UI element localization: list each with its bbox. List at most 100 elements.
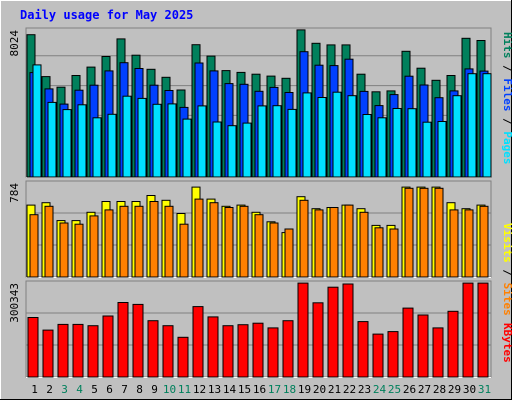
- bar-sites-day-29: [449, 209, 459, 278]
- legend-item-sites: Sites: [501, 283, 512, 316]
- bar-sites-day-19: [299, 199, 309, 278]
- x-tick-label-day-15: 15: [238, 383, 251, 396]
- bar-pages-day-9: [152, 103, 162, 178]
- bar-pages-day-10: [167, 103, 177, 178]
- x-tick-label-day-10: 10: [163, 383, 176, 396]
- bar-sites-day-18: [284, 228, 294, 278]
- bar-kbytes-day-27: [417, 314, 429, 378]
- bar-sites-day-14: [224, 207, 234, 278]
- bar-sites-day-13: [209, 202, 219, 278]
- bars: [26, 29, 492, 378]
- bar-pages-day-30: [467, 73, 477, 178]
- bar-sites-day-20: [314, 209, 324, 278]
- bar-kbytes-day-12: [192, 306, 204, 378]
- bar-pages-day-6: [107, 113, 117, 178]
- x-tick-label-day-27: 27: [418, 383, 431, 396]
- bar-sites-day-4: [74, 223, 84, 278]
- bar-pages-day-27: [422, 121, 432, 178]
- bar-sites-day-9: [149, 201, 159, 278]
- bar-kbytes-day-24: [372, 333, 384, 378]
- bar-kbytes-day-9: [147, 320, 159, 378]
- bar-sites-day-11: [179, 223, 189, 278]
- x-tick-label-day-2: 2: [46, 383, 53, 396]
- bar-kbytes-day-16: [252, 322, 264, 378]
- bar-kbytes-day-19: [297, 282, 309, 378]
- bar-kbytes-day-22: [342, 283, 354, 378]
- bar-pages-day-17: [272, 105, 282, 178]
- bar-sites-day-17: [269, 222, 279, 278]
- bar-sites-day-12: [194, 198, 204, 278]
- bar-pages-day-23: [362, 114, 372, 178]
- legend-item-hits: Hits: [501, 32, 512, 59]
- bar-kbytes-day-23: [357, 321, 369, 378]
- x-tick-label-day-26: 26: [403, 383, 416, 396]
- bar-sites-day-23: [359, 211, 369, 278]
- x-tick-label-day-30: 30: [463, 383, 476, 396]
- bar-kbytes-day-14: [222, 325, 234, 378]
- bar-kbytes-day-2: [42, 329, 54, 378]
- x-tick-label-day-29: 29: [448, 383, 461, 396]
- bar-sites-day-22: [344, 204, 354, 278]
- bar-sites-day-10: [164, 205, 174, 278]
- bar-kbytes-day-25: [387, 331, 399, 378]
- bar-pages-day-24: [377, 117, 387, 178]
- x-tick-label-day-12: 12: [193, 383, 206, 396]
- bar-kbytes-day-11: [177, 336, 189, 378]
- x-tick-label-day-23: 23: [358, 383, 371, 396]
- y-tick-label-hits-files-pages: 8024: [8, 30, 21, 57]
- bar-kbytes-day-17: [267, 327, 279, 378]
- x-tick-label-day-20: 20: [313, 383, 326, 396]
- x-tick-label-day-24: 24: [373, 383, 387, 396]
- y-tick-labels: 8024 784 300343: [8, 30, 21, 323]
- legend-item-files: Files: [501, 78, 512, 111]
- bar-sites-day-24: [374, 227, 384, 278]
- bar-pages-day-18: [287, 108, 297, 178]
- bar-sites-day-31: [479, 205, 489, 278]
- bar-sites-day-28: [434, 187, 444, 278]
- legends: Hits / Files / Pages Visits / Sites KBytes: [501, 32, 512, 363]
- bar-sites-day-1: [29, 214, 39, 278]
- bar-pages-day-15: [242, 122, 252, 178]
- bar-sites-day-8: [134, 205, 144, 278]
- bar-pages-day-7: [122, 95, 132, 178]
- bar-pages-day-1: [32, 64, 42, 178]
- x-tick-label-day-8: 8: [136, 383, 143, 396]
- bar-pages-day-5: [92, 117, 102, 178]
- legend-item-kbytes: KBytes: [501, 323, 512, 363]
- bar-pages-day-12: [197, 105, 207, 178]
- bar-kbytes-day-15: [237, 324, 249, 378]
- x-tick-label-day-5: 5: [91, 383, 98, 396]
- legend-separator: /: [501, 263, 512, 283]
- bar-kbytes-day-21: [327, 286, 339, 378]
- bar-sites-day-25: [389, 228, 399, 278]
- bar-pages-day-25: [392, 108, 402, 178]
- bar-kbytes-day-20: [312, 302, 324, 378]
- bar-sites-day-6: [104, 209, 114, 278]
- bar-pages-day-8: [137, 97, 147, 178]
- x-tick-label-day-7: 7: [121, 383, 128, 396]
- bar-pages-day-13: [212, 121, 222, 178]
- chart-title: Daily usage for May 2025: [20, 8, 193, 22]
- bar-sites-day-26: [404, 187, 414, 278]
- bar-pages-day-3: [62, 109, 72, 178]
- bar-pages-day-2: [47, 101, 57, 178]
- bar-sites-day-3: [59, 222, 69, 278]
- bar-pages-day-4: [77, 104, 87, 178]
- bar-sites-day-21: [329, 207, 339, 278]
- bar-pages-day-22: [347, 95, 357, 178]
- x-tick-label-day-11: 11: [178, 383, 191, 396]
- bar-sites-day-7: [119, 205, 129, 278]
- bar-kbytes-day-10: [162, 325, 174, 378]
- y-tick-label-visits-sites: 784: [8, 183, 21, 203]
- bar-pages-day-14: [227, 125, 237, 178]
- x-tick-label-day-6: 6: [106, 383, 113, 396]
- bar-pages-day-29: [452, 95, 462, 178]
- x-tick-label-day-22: 22: [343, 383, 356, 396]
- legend-visits-sites: Visits / Sites: [501, 223, 512, 316]
- x-tick-label-day-21: 21: [328, 383, 341, 396]
- bar-kbytes-day-13: [207, 316, 219, 378]
- x-tick-label-day-18: 18: [283, 383, 296, 396]
- x-tick-label-day-16: 16: [253, 383, 266, 396]
- x-tick-label-day-1: 1: [31, 383, 38, 396]
